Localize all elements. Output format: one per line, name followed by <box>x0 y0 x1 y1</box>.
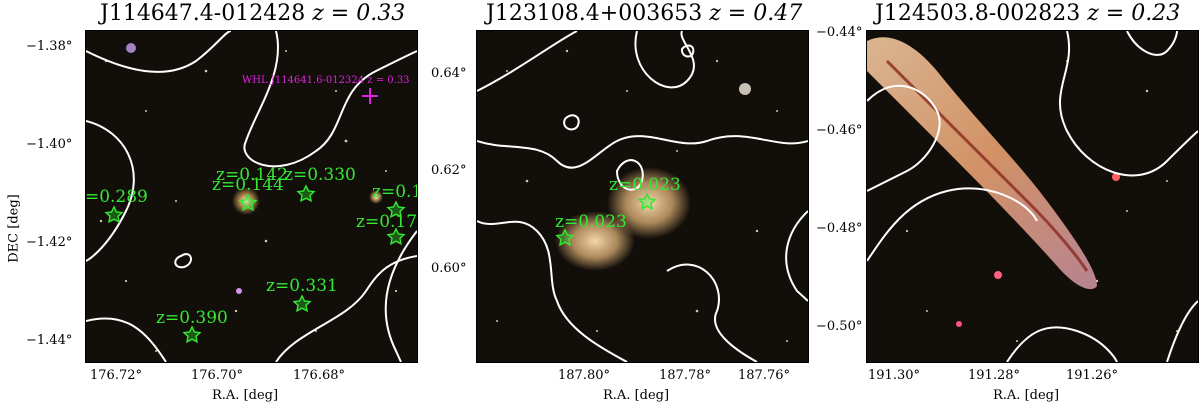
panel2-image: z=0.023 z=0.023 <box>476 30 809 363</box>
panel1-title-name: J114647.4-012428 <box>100 1 306 26</box>
panel2-field-stars <box>496 49 788 342</box>
panel3-contours <box>867 31 1198 362</box>
panel1-ytick: −1.42° <box>26 235 73 250</box>
panel3-star <box>956 321 962 327</box>
panel1-ytick: −1.40° <box>26 137 73 152</box>
panel2-title: J123108.4+003653 z = 0.47 <box>486 0 802 28</box>
panel1-ytick: −1.44° <box>26 333 73 348</box>
panel2-source-label: z=0.023 <box>609 175 681 195</box>
panel3-image <box>866 30 1199 363</box>
panel3-title: J124503.8-002823 z = 0.23 <box>875 0 1180 28</box>
panel1-title: J114647.4-012428 z = 0.33 <box>100 0 405 28</box>
panel1-source-label: z=0.331 <box>266 276 338 296</box>
panel1-cluster-label: WHL J114641.6-012324 z = 0.33 <box>242 75 410 86</box>
panel1-image: WHL J114641.6-012324 z = 0.33 z=0.289 z=… <box>85 30 418 363</box>
panel3-dust-lane <box>885 59 1089 272</box>
panel2-xtick: 187.78° <box>659 368 711 383</box>
panel3-ytick: −0.44° <box>816 25 863 40</box>
panel2-source-label: z=0.023 <box>555 212 627 232</box>
panel3-ytick: −0.46° <box>816 123 863 138</box>
panel1-source-label: z=0.142 <box>216 165 288 185</box>
panel1-markers <box>104 184 406 344</box>
panel3-xlabel: R.A. [deg] <box>993 388 1060 403</box>
panel3-xtick: 191.28° <box>968 368 1020 383</box>
panel2-title-redshift: z = 0.47 <box>709 1 803 26</box>
panel3-field-stars <box>905 60 1178 342</box>
panel1-source-label: z=0.144 <box>212 175 284 195</box>
panel2-xlabel: R.A. [deg] <box>603 388 670 403</box>
panel3-sky <box>867 31 1198 362</box>
panel2-star <box>739 83 751 95</box>
panel2-contours <box>477 31 808 362</box>
panel1-xtick: 176.70° <box>191 368 243 383</box>
panel1-ylabel: DEC [deg] <box>6 194 22 263</box>
panel2-sky: z=0.023 z=0.023 <box>477 31 808 362</box>
panel2-galaxy <box>555 211 635 271</box>
panel1-source-label: z=0.390 <box>156 308 228 328</box>
panel1-cluster-marker <box>362 88 378 104</box>
panel3-title-redshift: z = 0.23 <box>1087 1 1181 26</box>
panel3-xtick: 191.26° <box>1066 368 1118 383</box>
panel1-xtick: 176.72° <box>90 368 142 383</box>
panel2-ytick: 0.64° <box>431 66 467 81</box>
panel2-ytick: 0.62° <box>431 163 467 178</box>
panel1-field-stars <box>99 50 398 352</box>
panel3-star <box>994 271 1002 279</box>
panel3-star <box>1112 173 1120 181</box>
panel1-source-label: z=0.166 <box>372 182 417 202</box>
panel2-xtick: 187.80° <box>558 368 610 383</box>
panel1-source-label: z=0.330 <box>284 165 356 185</box>
panel1-star <box>126 43 136 53</box>
panel1-ytick: −1.38° <box>26 39 73 54</box>
panel1-source-label: z=0.177 <box>356 212 417 232</box>
panel1-star <box>236 288 242 294</box>
panel3-ytick: −0.50° <box>816 319 863 334</box>
panel1-contours <box>86 31 417 362</box>
panel2-title-name: J123108.4+003653 <box>486 1 703 26</box>
panel1-xlabel: R.A. [deg] <box>212 388 279 403</box>
panel2-xtick: 187.76° <box>738 368 790 383</box>
panel2-galaxy <box>607 167 691 239</box>
panel2-ytick: 0.60° <box>431 261 467 276</box>
panel2-markers <box>555 192 657 247</box>
panel3-xtick: 191.30° <box>868 368 920 383</box>
panel1-title-redshift: z = 0.33 <box>312 1 406 26</box>
panel1-galaxy <box>369 190 383 204</box>
panel1-xtick: 176.68° <box>293 368 345 383</box>
panel1-source-label: z=0.289 <box>86 187 148 207</box>
panel3-ytick: −0.48° <box>816 221 863 236</box>
panel1-sky: WHL J114641.6-012324 z = 0.33 z=0.289 z=… <box>86 31 417 362</box>
panel3-title-name: J124503.8-002823 <box>875 1 1081 26</box>
